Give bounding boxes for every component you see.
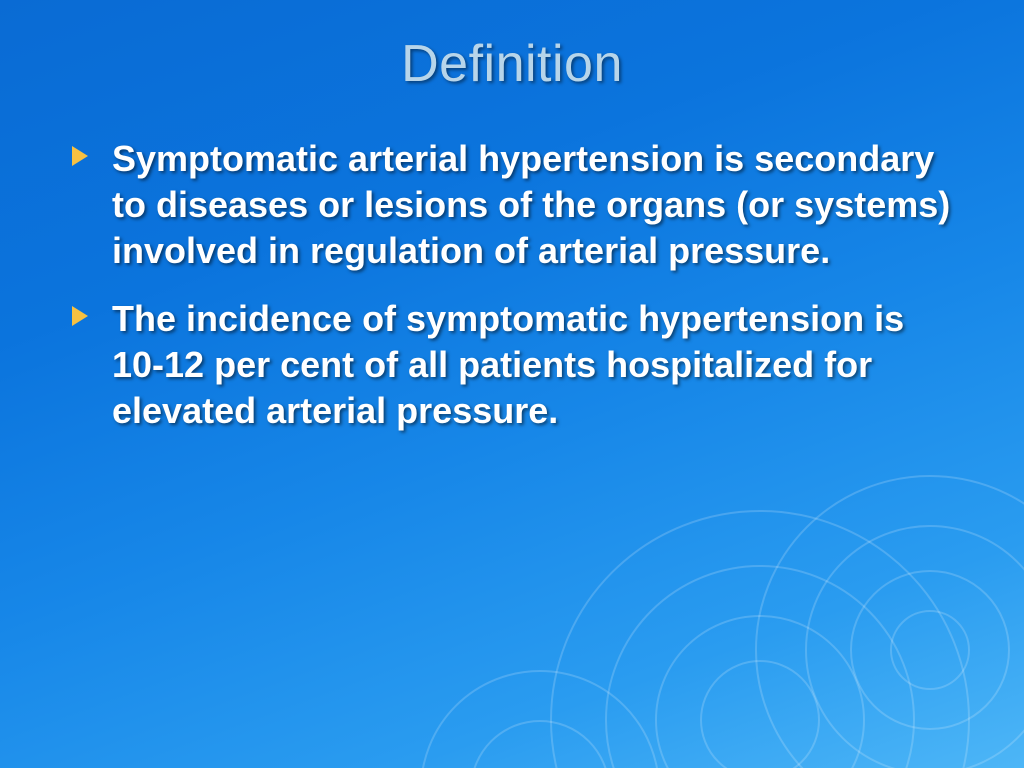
bullet-list: Symptomatic arterial hypertension is sec…	[60, 136, 964, 434]
bullet-icon	[72, 146, 88, 166]
slide-title: Definition	[60, 34, 964, 94]
bullet-text: Symptomatic arterial hypertension is sec…	[112, 138, 950, 271]
list-item: Symptomatic arterial hypertension is sec…	[68, 136, 964, 274]
list-item: The incidence of symptomatic hypertensio…	[68, 296, 964, 434]
slide-container: Definition Symptomatic arterial hyperten…	[0, 0, 1024, 768]
bullet-text: The incidence of symptomatic hypertensio…	[112, 298, 904, 431]
bullet-icon	[72, 306, 88, 326]
